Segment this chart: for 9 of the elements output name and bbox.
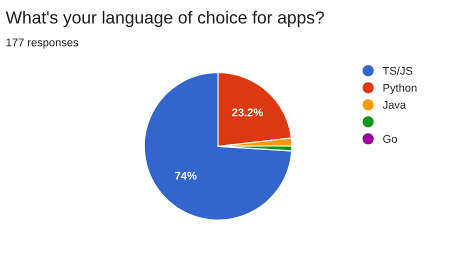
data-label: 23.2% (232, 108, 263, 116)
legend-label: Python (384, 84, 416, 94)
text: 177 responses (6, 38, 78, 49)
legend-label: Java (382, 101, 406, 109)
legend-label: Go (383, 134, 397, 143)
legend-label: TS/JS (382, 66, 412, 75)
pie-slice (144, 72, 292, 221)
data-label: 74% (175, 172, 197, 180)
chart-title: What's your language of choice for apps? (6, 10, 324, 28)
